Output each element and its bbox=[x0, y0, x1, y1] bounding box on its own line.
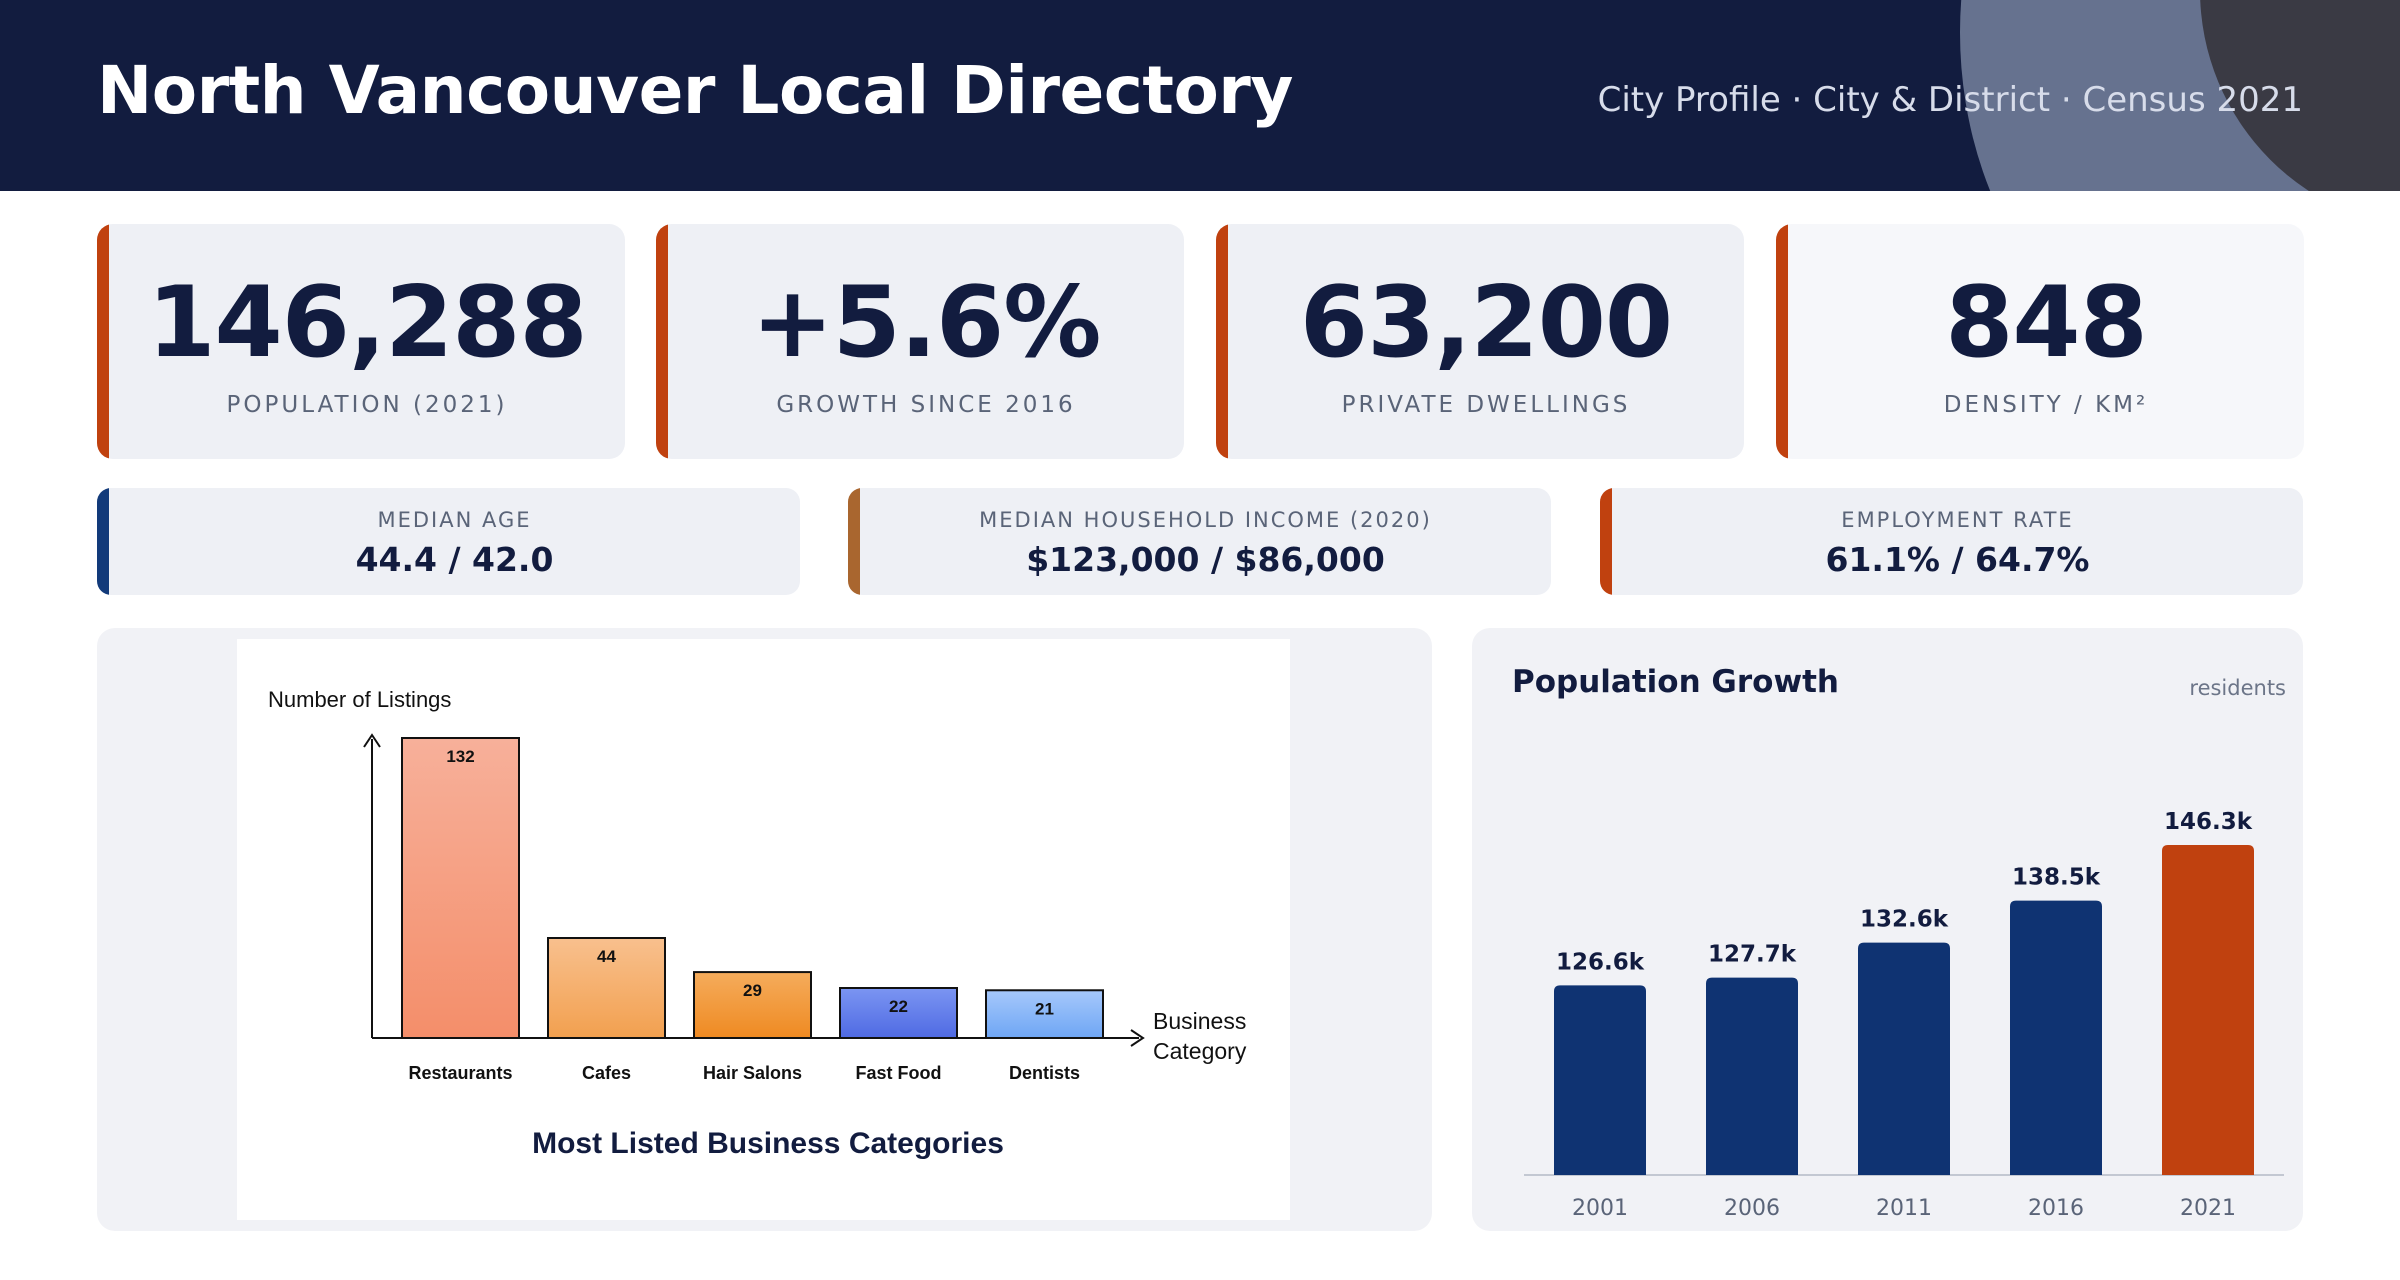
kpi-accent-bar bbox=[97, 224, 109, 459]
stat-label: MEDIAN AGE bbox=[377, 508, 532, 532]
kpi-value: 146,288 bbox=[147, 266, 587, 380]
category-tick-label: Restaurants bbox=[408, 1063, 512, 1083]
bar-value-label: 21 bbox=[1035, 999, 1054, 1018]
stat-value: 44.4 / 42.0 bbox=[355, 540, 554, 579]
growth-value-label: 146.3k bbox=[2164, 809, 2253, 835]
category-tick-label: Cafes bbox=[582, 1063, 631, 1083]
growth-year-label: 2021 bbox=[2180, 1196, 2236, 1221]
category-tick-label: Fast Food bbox=[856, 1063, 942, 1083]
growth-year-label: 2016 bbox=[2028, 1196, 2084, 1221]
bar-fast-food bbox=[839, 987, 958, 1039]
x-axis-arrow bbox=[1130, 1029, 1145, 1047]
stat-card-household-income: MEDIAN HOUSEHOLD INCOME (2020) $123,000 … bbox=[848, 488, 1551, 595]
business-categories-chart: Number of Listings Business Category 132 Res… bbox=[268, 687, 1247, 1160]
kpi-value: 63,200 bbox=[1299, 266, 1673, 380]
y-axis-arrow bbox=[363, 733, 381, 748]
bar-value-label: 22 bbox=[889, 997, 908, 1016]
kpi-label: DENSITY / KM² bbox=[1943, 392, 2149, 418]
kpi-label: POPULATION (2021) bbox=[226, 392, 508, 418]
kpi-card-dwellings: 63,200 PRIVATE DWELLINGS bbox=[1216, 224, 1744, 459]
category-tick-label: Hair Salons bbox=[703, 1063, 802, 1083]
stat-label: EMPLOYMENT RATE bbox=[1841, 508, 2074, 532]
kpi-card-density: 848 DENSITY / KM² bbox=[1776, 224, 2304, 459]
bar-value-label: 44 bbox=[597, 947, 616, 966]
x-axis-label-line2: Category bbox=[1153, 1038, 1247, 1064]
business-chart-card: Number of Listings Business Category 132 Res… bbox=[237, 639, 1290, 1220]
kpi-accent-bar bbox=[656, 224, 668, 459]
bar-dentists bbox=[985, 989, 1104, 1040]
kpi-accent-bar bbox=[1216, 224, 1228, 459]
stat-label: MEDIAN HOUSEHOLD INCOME (2020) bbox=[979, 508, 1432, 532]
header-banner: North Vancouver Local Directory City Pro… bbox=[0, 0, 2400, 191]
growth-bar-2011 bbox=[1858, 942, 1950, 1175]
bar-cafes bbox=[547, 937, 666, 1039]
growth-value-label: 127.7k bbox=[1708, 942, 1797, 968]
stat-card-employment-rate: EMPLOYMENT RATE 61.1% / 64.7% bbox=[1600, 488, 2303, 595]
kpi-label: GROWTH SINCE 2016 bbox=[776, 392, 1076, 418]
bar-hair-salons bbox=[693, 971, 812, 1039]
stat-card-median-age: MEDIAN AGE 44.4 / 42.0 bbox=[97, 488, 800, 595]
stat-value: 61.1% / 64.7% bbox=[1825, 540, 2090, 579]
growth-value-label: 132.6k bbox=[1860, 907, 1949, 933]
population-growth-chart: 126.6k 2001 127.7k 2006 132.6k 2011 138.5k 2016… bbox=[1524, 809, 2284, 1221]
growth-bar-2006 bbox=[1706, 977, 1798, 1175]
x-axis-label-line1: Business bbox=[1153, 1008, 1246, 1034]
growth-value-label: 138.5k bbox=[2012, 865, 2101, 891]
growth-year-label: 2001 bbox=[1572, 1196, 1628, 1221]
chart-title: Most Listed Business Categories bbox=[532, 1127, 1004, 1160]
growth-year-label: 2011 bbox=[1876, 1196, 1932, 1221]
kpi-card-growth: +5.6% GROWTH SINCE 2016 bbox=[656, 224, 1184, 459]
growth-chart-unit: residents bbox=[2189, 676, 2286, 700]
growth-value-label: 126.6k bbox=[1556, 949, 1645, 975]
growth-bar-2021 bbox=[2162, 845, 2254, 1175]
kpi-value: +5.6% bbox=[751, 266, 1102, 380]
stat-value: $123,000 / $86,000 bbox=[1026, 540, 1385, 579]
growth-chart-title: Population Growth bbox=[1512, 664, 1839, 700]
page-subtitle: City Profile · City & District · Census … bbox=[1597, 80, 2303, 120]
growth-bar-2016 bbox=[2010, 900, 2102, 1175]
stat-accent-bar bbox=[848, 488, 860, 595]
category-tick-label: Dentists bbox=[1009, 1063, 1080, 1083]
kpi-label: PRIVATE DWELLINGS bbox=[1341, 392, 1631, 418]
kpi-accent-bar bbox=[1776, 224, 1788, 459]
bar-value-label: 29 bbox=[743, 981, 762, 1000]
bar-restaurants bbox=[401, 737, 520, 1039]
kpi-card-population: 146,288 POPULATION (2021) bbox=[97, 224, 625, 459]
growth-year-label: 2006 bbox=[1724, 1196, 1780, 1221]
y-axis-label: Number of Listings bbox=[268, 687, 451, 712]
bar-value-label: 132 bbox=[446, 747, 474, 766]
stat-accent-bar bbox=[97, 488, 109, 595]
growth-bar-2001 bbox=[1554, 985, 1646, 1175]
page-title: North Vancouver Local Directory bbox=[97, 52, 1293, 129]
stat-accent-bar bbox=[1600, 488, 1612, 595]
kpi-value: 848 bbox=[1945, 266, 2148, 380]
